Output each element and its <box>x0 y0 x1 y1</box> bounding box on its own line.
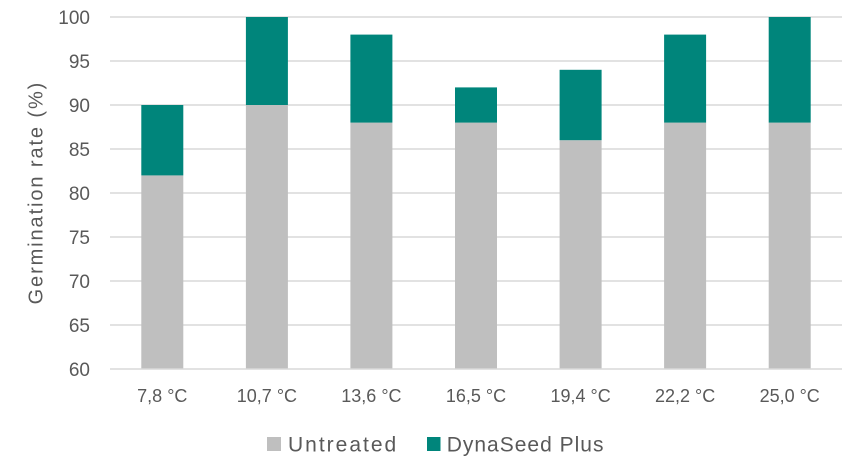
svg-text:80: 80 <box>69 184 90 205</box>
svg-text:90: 90 <box>69 96 90 117</box>
svg-text:100: 100 <box>58 8 90 29</box>
svg-text:85: 85 <box>69 140 90 161</box>
svg-text:22,2 °C: 22,2 °C <box>655 386 715 406</box>
svg-text:60: 60 <box>69 360 90 381</box>
svg-text:10,7 °C: 10,7 °C <box>237 386 297 406</box>
svg-text:Untreated: Untreated <box>288 434 398 457</box>
svg-text:19,4 °C: 19,4 °C <box>550 386 610 406</box>
svg-text:70: 70 <box>69 272 90 293</box>
svg-text:7,8 °C: 7,8 °C <box>137 386 187 406</box>
svg-text:DynaSeed Plus: DynaSeed Plus <box>447 434 605 457</box>
svg-text:95: 95 <box>69 52 90 73</box>
svg-text:75: 75 <box>69 228 90 249</box>
svg-text:13,6 °C: 13,6 °C <box>341 386 401 406</box>
svg-text:Germination rate (%): Germination rate (%) <box>26 81 48 305</box>
svg-text:25,0 °C: 25,0 °C <box>760 386 820 406</box>
svg-text:16,5 °C: 16,5 °C <box>446 386 506 406</box>
svg-text:65: 65 <box>69 316 90 337</box>
